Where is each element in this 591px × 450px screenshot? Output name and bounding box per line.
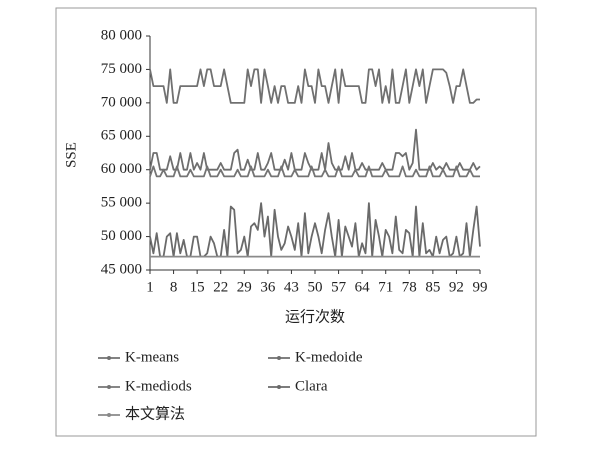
y-tick-label: 60 000: [101, 161, 142, 177]
y-tick-label: 80 000: [101, 27, 142, 43]
y-tick-label: 75 000: [101, 61, 142, 77]
legend-label: Clara: [295, 378, 328, 394]
legend-label: K-mediods: [125, 378, 192, 394]
series-line: [149, 68, 480, 104]
legend-label: 本文算法: [125, 404, 185, 422]
x-tick-label: 36: [260, 279, 276, 295]
x-tick-label: 71: [378, 279, 393, 295]
x-axis-label: 运行次数: [285, 308, 345, 325]
x-tick-label: 57: [331, 279, 347, 295]
legend-marker: [277, 356, 281, 360]
x-tick-label: 29: [237, 279, 252, 295]
y-tick-label: 65 000: [101, 128, 142, 144]
series-line: [149, 202, 481, 258]
legend-marker: [107, 413, 111, 417]
legend-label: K-medoide: [295, 349, 363, 365]
legend-marker: [107, 356, 111, 360]
y-axis-label: SSE: [63, 142, 79, 168]
legend-marker: [277, 385, 281, 389]
x-tick-label: 92: [449, 279, 464, 295]
series-line: [149, 165, 480, 178]
legend-marker: [107, 385, 111, 389]
x-tick-label: 43: [284, 279, 299, 295]
y-tick-label: 55 000: [101, 195, 142, 211]
series-line: [149, 128, 481, 171]
x-tick-label: 15: [190, 279, 205, 295]
y-tick-label: 50 000: [101, 228, 142, 244]
x-tick-label: 78: [402, 279, 417, 295]
legend-label: K-means: [125, 349, 179, 365]
x-tick-label: 50: [308, 279, 323, 295]
x-tick-label: 22: [213, 279, 228, 295]
x-tick-label: 8: [170, 279, 178, 295]
frame: [55, 7, 537, 437]
x-tick-label: 1: [146, 279, 154, 295]
y-tick-label: 70 000: [101, 94, 142, 110]
x-tick-label: 85: [425, 279, 440, 295]
y-tick-label: 45 000: [101, 261, 142, 277]
x-tick-label: 64: [355, 279, 371, 295]
x-tick-label: 99: [473, 279, 488, 295]
